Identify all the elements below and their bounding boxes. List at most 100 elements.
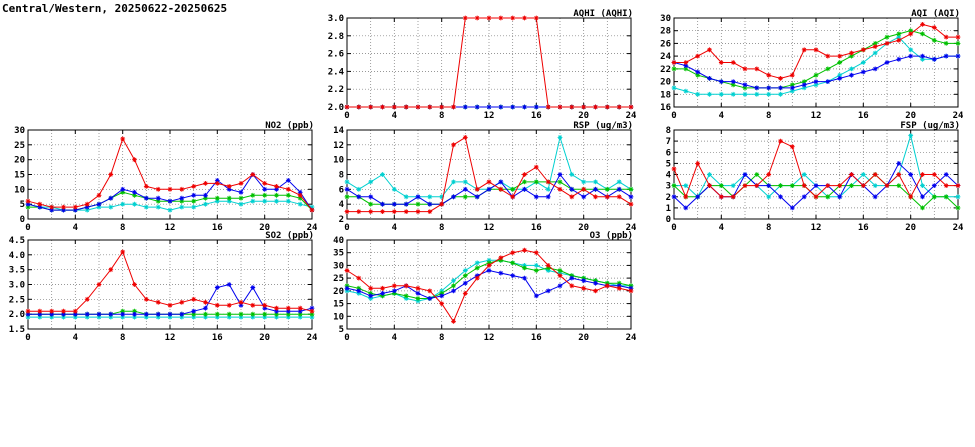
svg-text:12: 12 [811,111,822,121]
svg-text:8: 8 [766,223,771,233]
svg-text:20: 20 [660,78,671,88]
svg-text:1: 1 [666,204,671,214]
svg-text:30: 30 [333,261,344,271]
svg-text:4: 4 [339,200,345,210]
chart-title-fsp: FSP (ug/m3) [900,121,960,131]
svg-text:24: 24 [307,223,317,233]
svg-text:8: 8 [766,111,771,121]
chart-no2: NO2 (ppb) 0 5 10 15 20 25 30 0 4 8 12 16 20 24 [2,121,318,235]
svg-text:4: 4 [392,111,398,121]
svg-text:8: 8 [666,126,671,136]
svg-text:3.0: 3.0 [9,281,25,291]
svg-text:24: 24 [626,223,636,233]
svg-text:16: 16 [858,111,869,121]
chart-title-so2: SO2 (ppb) [265,231,314,241]
svg-text:0: 0 [344,111,349,121]
svg-text:10: 10 [333,312,344,322]
chart-canvas: 1.5 2.0 2.5 3.0 3.5 4.0 4.5 0 4 8 12 16 20 24 [9,236,318,343]
svg-text:4: 4 [392,223,398,233]
svg-text:16: 16 [212,333,223,343]
svg-text:12: 12 [165,223,176,233]
svg-text:4: 4 [719,223,725,233]
svg-text:24: 24 [953,111,963,121]
svg-text:0: 0 [671,223,676,233]
svg-text:0: 0 [344,333,349,343]
chart-so2: SO2 (ppb) 1.5 2.0 2.5 3.0 3.5 4.0 4.5 0 4 8 12 16 20… [2,231,318,345]
svg-text:6: 6 [339,185,344,195]
svg-text:22: 22 [660,65,671,75]
svg-text:3: 3 [666,182,671,192]
svg-text:4: 4 [73,223,79,233]
chart-title-o3: O3 (ppb) [589,231,633,241]
svg-text:8: 8 [339,171,344,181]
svg-text:0: 0 [344,223,349,233]
svg-text:2.2: 2.2 [328,85,344,95]
svg-text:20: 20 [14,156,25,166]
svg-text:20: 20 [333,287,344,297]
svg-text:2.0: 2.0 [328,103,344,113]
svg-text:24: 24 [626,111,636,121]
svg-text:5: 5 [339,325,344,335]
svg-text:4: 4 [392,333,398,343]
chart-canvas: 5 10 15 20 25 30 35 40 0 4 8 12 16 20 24 [333,236,637,343]
svg-text:2.4: 2.4 [328,67,345,77]
svg-text:15: 15 [333,300,344,310]
svg-text:16: 16 [212,223,223,233]
svg-text:20: 20 [905,111,916,121]
svg-text:3.0: 3.0 [328,14,344,24]
svg-text:20: 20 [578,223,589,233]
svg-text:12: 12 [484,111,495,121]
svg-text:18: 18 [660,90,671,100]
chart-fsp: FSP (ug/m3) 0 1 2 3 4 5 6 7 8 0 4 8 12 16 20 24 [648,121,964,235]
svg-text:20: 20 [259,333,270,343]
svg-text:2.5: 2.5 [9,295,25,305]
svg-text:28: 28 [660,27,671,37]
svg-text:4.0: 4.0 [9,251,25,261]
svg-text:6: 6 [666,148,671,158]
chart-canvas: 2.0 2.2 2.4 2.6 2.8 3.0 0 4 8 12 16 20 24 [328,14,637,121]
svg-text:24: 24 [307,333,317,343]
chart-canvas: 0 5 10 15 20 25 30 0 4 8 12 16 20 24 [14,126,318,233]
svg-text:0: 0 [671,111,676,121]
chart-title-rsp: RSP (ug/m3) [573,121,633,131]
svg-text:30: 30 [14,126,25,136]
svg-text:10: 10 [14,185,25,195]
svg-text:2: 2 [339,215,344,225]
chart-title-aqi: AQI (AQI) [911,9,960,19]
svg-text:4.5: 4.5 [9,236,25,246]
chart-title-no2: NO2 (ppb) [265,121,314,131]
svg-text:4: 4 [73,333,79,343]
svg-text:5: 5 [20,200,25,210]
svg-text:12: 12 [484,333,495,343]
svg-text:12: 12 [333,141,344,151]
chart-o3: O3 (ppb) 5 10 15 20 25 30 35 40 0 4 8 12 16 20 24 [321,231,637,345]
svg-text:8: 8 [439,333,444,343]
svg-text:30: 30 [660,14,671,24]
svg-text:16: 16 [858,223,869,233]
svg-text:15: 15 [14,171,25,181]
svg-text:8: 8 [120,223,125,233]
svg-text:20: 20 [578,333,589,343]
svg-text:12: 12 [484,223,495,233]
svg-text:2: 2 [666,193,671,203]
svg-text:20: 20 [578,111,589,121]
svg-text:3.5: 3.5 [9,266,25,276]
svg-text:24: 24 [660,52,671,62]
svg-text:8: 8 [439,223,444,233]
svg-text:0: 0 [666,215,671,225]
svg-text:16: 16 [531,111,542,121]
svg-text:0: 0 [20,215,25,225]
chart-rsp: RSP (ug/m3) 2 4 6 8 10 12 14 0 4 8 12 16 20 24 [321,121,637,235]
svg-text:25: 25 [333,274,344,284]
chart-aqhi: AQHI (AQHI) 2.0 2.2 2.4 2.6 2.8 3.0 0 4 8 12 16 20 2… [321,9,637,123]
svg-text:26: 26 [660,39,671,49]
svg-text:20: 20 [905,223,916,233]
svg-text:25: 25 [14,141,25,151]
svg-text:12: 12 [811,223,822,233]
svg-text:40: 40 [333,236,344,246]
svg-text:12: 12 [165,333,176,343]
svg-text:24: 24 [953,223,963,233]
svg-text:4: 4 [719,111,725,121]
